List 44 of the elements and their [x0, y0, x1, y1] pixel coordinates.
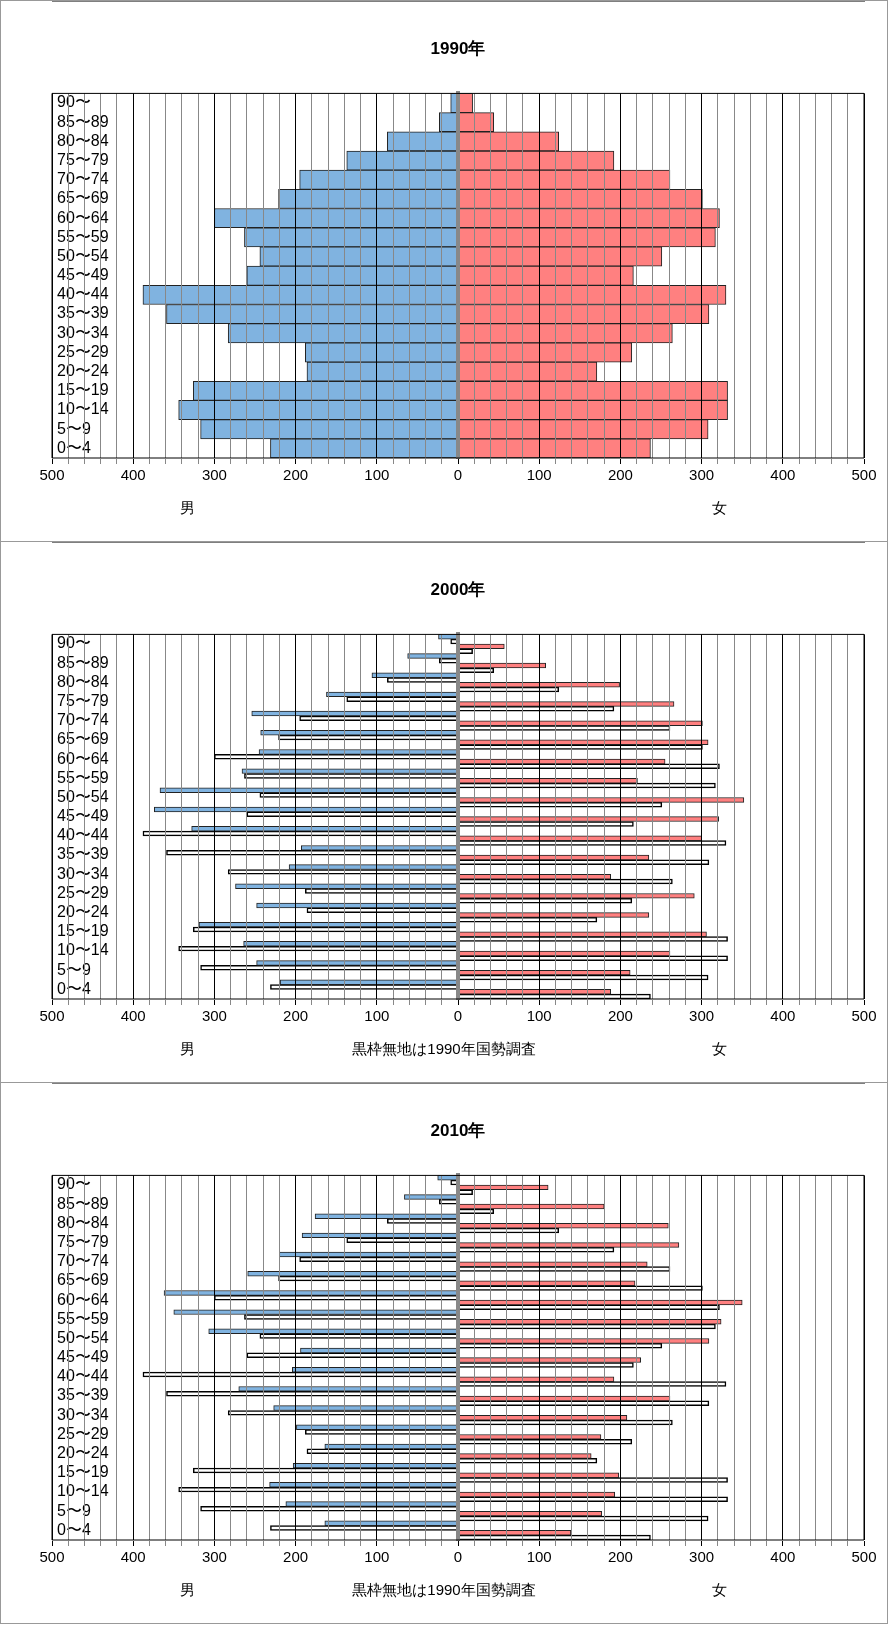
text: 女 — [711, 499, 727, 518]
x-tick-label: 100 — [526, 1548, 552, 1566]
x-tick-label: 300 — [689, 1548, 715, 1566]
x-tick-label: 0 — [453, 466, 463, 484]
text: 黒枠無地は1990年国勢調査 — [352, 1040, 536, 1059]
x-tick-label: 400 — [770, 1007, 796, 1025]
x-tick-label: 500 — [851, 466, 877, 484]
x-tick-label: 200 — [283, 1548, 309, 1566]
chart-title: 2000年 — [430, 579, 486, 599]
x-tick-label: 300 — [201, 1007, 227, 1025]
x-tick-label: 200 — [283, 466, 309, 484]
text: 男 — [179, 499, 195, 518]
x-tick-label: 400 — [120, 1007, 146, 1025]
x-tick-label: 200 — [607, 466, 633, 484]
chart-title: 2010年 — [430, 1120, 486, 1140]
x-tick-label: 500 — [39, 466, 65, 484]
x-tick-label: 300 — [201, 466, 227, 484]
x-tick-label: 500 — [39, 1007, 65, 1025]
x-tick-label: 200 — [283, 1007, 309, 1025]
x-tick-label: 200 — [607, 1548, 633, 1566]
x-tick-label: 300 — [689, 466, 715, 484]
text: 女 — [711, 1581, 727, 1600]
x-tick-label: 100 — [364, 1007, 390, 1025]
text: 黒枠無地は1990年国勢調査 — [352, 1581, 536, 1600]
x-tick-label: 100 — [526, 1007, 552, 1025]
x-tick-label: 300 — [201, 1548, 227, 1566]
x-tick-label: 400 — [120, 466, 146, 484]
x-tick-label: 400 — [120, 1548, 146, 1566]
chart-title: 1990年 — [430, 38, 486, 58]
x-tick-label: 500 — [39, 1548, 65, 1566]
text: 男 — [179, 1040, 195, 1059]
x-tick-label: 0 — [453, 1007, 463, 1025]
x-tick-label: 400 — [770, 466, 796, 484]
x-tick-label: 100 — [526, 466, 552, 484]
x-tick-label: 300 — [689, 1007, 715, 1025]
x-tick-label: 0 — [453, 1548, 463, 1566]
x-tick-label: 500 — [851, 1007, 877, 1025]
x-tick-label: 100 — [364, 466, 390, 484]
x-tick-label: 500 — [851, 1548, 877, 1566]
x-tick-label: 400 — [770, 1548, 796, 1566]
text: 男 — [179, 1581, 195, 1600]
text: 女 — [711, 1040, 727, 1059]
x-tick-label: 100 — [364, 1548, 390, 1566]
x-tick-label: 200 — [607, 1007, 633, 1025]
